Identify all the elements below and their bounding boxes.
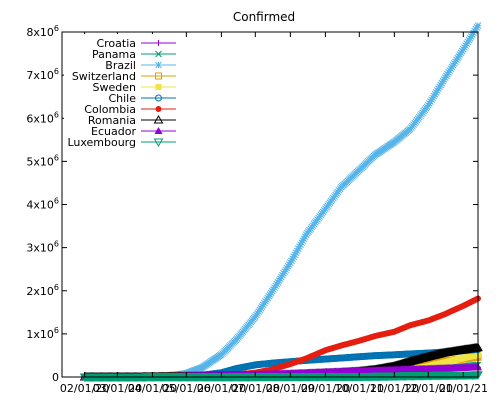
legend-background	[64, 34, 182, 148]
x-tick-label: 03/01/20	[93, 382, 142, 395]
legend-item-chile: Chile	[108, 92, 176, 105]
legend-label: Brazil	[105, 59, 136, 72]
legend-label: Sweden	[93, 81, 136, 94]
legend-marker	[155, 106, 162, 112]
legend-label: Switzerland	[72, 70, 136, 83]
data-point	[474, 22, 482, 29]
x-tick-label: 08/01/20	[266, 382, 315, 395]
legend-marker	[155, 84, 162, 90]
x-tick-label: 07/01/20	[231, 382, 280, 395]
legend-item-panama: Panama	[92, 48, 176, 61]
x-tick-label: 04/01/20	[128, 382, 177, 395]
y-tick-label: 6x106	[26, 110, 59, 125]
legend-label: Chile	[108, 92, 136, 105]
legend-marker	[155, 40, 162, 46]
x-tick-label: 11/01/20	[370, 382, 419, 395]
axes-layer: 02/01/2003/01/2004/01/2005/01/2006/01/20…	[26, 24, 488, 395]
chart-title: Confirmed	[233, 10, 295, 24]
legend-item-luxembourg: Luxembourg	[67, 136, 176, 149]
x-tick-label: 02/01/20	[60, 382, 109, 395]
legend-marker	[153, 114, 164, 124]
legend-item-colombia: Colombia	[84, 103, 176, 116]
y-tick-label: 5x106	[26, 153, 59, 168]
y-tick-label: 2x106	[26, 283, 59, 298]
x-tick-label: 05/01/20	[162, 382, 211, 395]
legend-marker	[155, 94, 162, 102]
x-tick-label: 10/01/20	[335, 382, 384, 395]
x-tick-label: 12/01/20	[404, 382, 453, 395]
legend-item-romania: Romania	[88, 114, 176, 127]
legend-item-croatia: Croatia	[96, 37, 176, 50]
legend-marker	[153, 138, 164, 148]
legend-label: Luxembourg	[67, 136, 136, 149]
legend-item-switzerland: Switzerland	[72, 70, 176, 83]
legend: CroatiaPanamaBrazilSwitzerlandSwedenChil…	[64, 34, 182, 149]
legend-label: Romania	[88, 114, 136, 127]
y-tick-label: 0	[52, 371, 59, 384]
legend-label: Ecuador	[91, 125, 136, 138]
y-tick-label: 8x106	[26, 24, 59, 39]
legend-marker	[155, 72, 162, 80]
y-tick-label: 7x106	[26, 67, 59, 82]
legend-item-brazil: Brazil	[105, 59, 176, 72]
y-tick-label: 1x106	[26, 326, 59, 341]
legend-label: Colombia	[84, 103, 136, 116]
y-tick-label: 3x106	[26, 240, 59, 255]
legend-marker	[154, 127, 163, 134]
legend-marker	[155, 50, 162, 58]
x-tick-label: 09/01/20	[301, 382, 350, 395]
legend-label: Croatia	[96, 37, 136, 50]
x-tick-label: 01/01/21	[439, 382, 488, 395]
legend-item-ecuador: Ecuador	[91, 125, 176, 138]
legend-label: Panama	[92, 48, 136, 61]
y-tick-label: 4x106	[26, 197, 59, 212]
legend-item-sweden: Sweden	[93, 81, 176, 94]
legend-marker	[155, 61, 162, 69]
x-tick-label: 06/01/20	[197, 382, 246, 395]
